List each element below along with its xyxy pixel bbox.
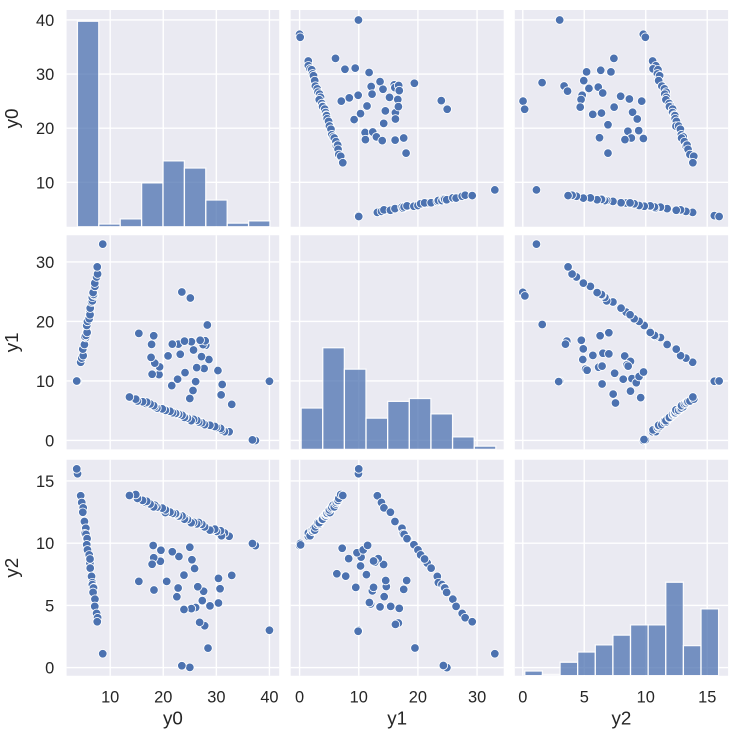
- svg-text:y1: y1: [387, 708, 407, 729]
- svg-text:20: 20: [36, 120, 54, 138]
- svg-text:30: 30: [207, 689, 225, 707]
- svg-text:30: 30: [36, 66, 54, 84]
- svg-text:y2: y2: [1, 558, 22, 578]
- svg-text:20: 20: [409, 689, 427, 707]
- svg-text:20: 20: [36, 313, 54, 331]
- svg-text:5: 5: [580, 689, 589, 707]
- svg-text:10: 10: [350, 689, 368, 707]
- svg-text:30: 30: [468, 689, 486, 707]
- svg-text:10: 10: [637, 689, 655, 707]
- svg-text:0: 0: [518, 689, 527, 707]
- svg-text:10: 10: [36, 535, 54, 553]
- svg-text:15: 15: [698, 689, 716, 707]
- svg-text:10: 10: [36, 174, 54, 192]
- svg-text:0: 0: [45, 660, 54, 678]
- svg-text:5: 5: [45, 597, 54, 615]
- svg-text:y1: y1: [1, 332, 22, 352]
- svg-text:y0: y0: [163, 708, 183, 729]
- svg-text:y0: y0: [1, 108, 22, 128]
- svg-text:15: 15: [36, 473, 54, 491]
- svg-text:30: 30: [36, 254, 54, 272]
- svg-text:40: 40: [36, 12, 54, 30]
- svg-text:20: 20: [154, 689, 172, 707]
- svg-text:0: 0: [45, 432, 54, 450]
- svg-text:0: 0: [295, 689, 304, 707]
- svg-text:10: 10: [101, 689, 119, 707]
- svg-text:y2: y2: [612, 708, 632, 729]
- svg-text:40: 40: [260, 689, 278, 707]
- svg-text:10: 10: [36, 373, 54, 391]
